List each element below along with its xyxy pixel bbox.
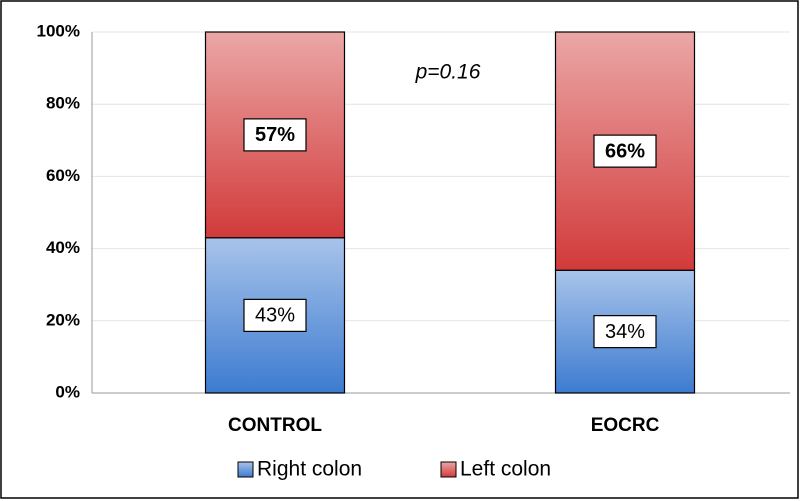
value-label: 43% — [255, 305, 295, 327]
x-tick-label: EOCRC — [591, 415, 660, 436]
value-label-box — [593, 134, 657, 168]
y-tick-label: 20% — [46, 310, 80, 329]
value-label: 66% — [605, 140, 645, 162]
legend-label: Left colon — [460, 458, 551, 481]
value-label-box — [593, 315, 657, 349]
y-tick-label: 0% — [55, 382, 80, 401]
value-label-box — [243, 118, 307, 152]
legend-label: Right colon — [257, 458, 362, 481]
y-tick-label: 60% — [46, 166, 80, 185]
annotation: p=0.16 — [415, 61, 481, 84]
y-tick-label: 80% — [46, 94, 80, 113]
x-tick-label: CONTROL — [228, 415, 322, 436]
value-label: 34% — [605, 321, 645, 343]
value-label: 57% — [255, 124, 295, 146]
y-tick-label: 100% — [37, 21, 80, 40]
legend-swatch — [440, 461, 457, 478]
legend-swatch — [237, 461, 254, 478]
y-tick-label: 40% — [46, 238, 80, 257]
value-label-box — [243, 298, 307, 332]
